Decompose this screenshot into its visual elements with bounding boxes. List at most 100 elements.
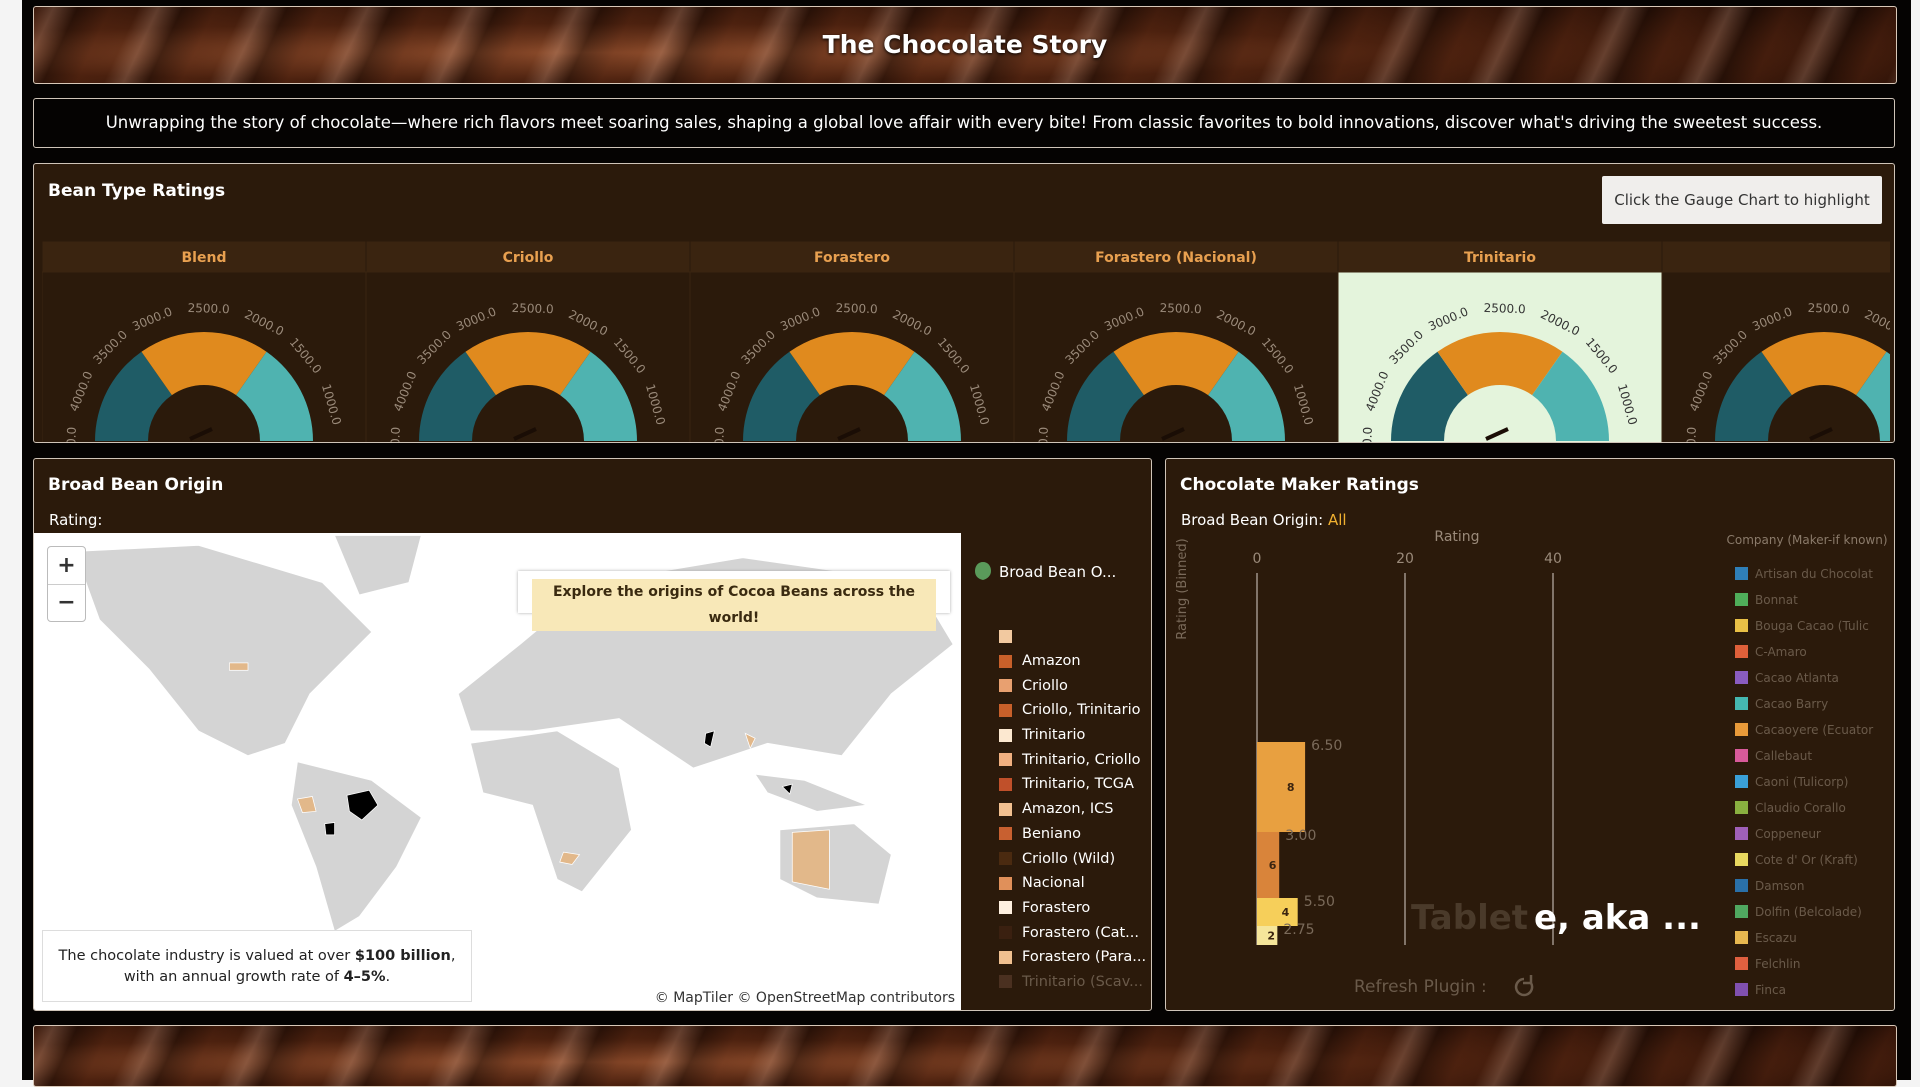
legend-label: Dolfin (Belcolade): [1755, 905, 1862, 919]
callout-text: Explore the origins of Cocoa Beans acros…: [532, 579, 936, 631]
highlight-button[interactable]: Click the Gauge Chart to highlight: [1602, 176, 1882, 224]
legend-label: Finca: [1755, 983, 1786, 997]
bar: [1257, 926, 1278, 945]
land: [754, 773, 867, 812]
region: [791, 829, 830, 890]
legend-item: Beniano: [999, 822, 1149, 847]
land: [334, 535, 422, 596]
note-text: , with an annual growth rate of: [123, 948, 456, 985]
legend-label: Cote d' Or (Kraft): [1755, 853, 1858, 867]
gauge[interactable]: 0.04000.03500.03000.02500.02000.01500.01…: [1661, 241, 1890, 443]
bean-ratings-panel: Bean Type Ratings Click the Gauge Chart …: [33, 163, 1895, 443]
legend-label: Cacaoyere (Ecuator: [1755, 723, 1873, 737]
gauge-label: Blend: [182, 250, 227, 266]
legend-label: Claudio Corallo: [1755, 801, 1846, 815]
header-title: The Chocolate Story: [822, 30, 1108, 59]
bar-count: 2: [1267, 930, 1275, 943]
gauge-needle: [1485, 427, 1509, 441]
gauge-segment: [1067, 351, 1144, 441]
overlay-text: Tablet: [1411, 898, 1528, 938]
legend-item: Forastero (Cat...: [999, 920, 1149, 945]
legend-swatch: [999, 802, 1012, 816]
legend-swatch: [999, 703, 1012, 717]
gauge-tick-label: 2500.0: [835, 301, 877, 316]
gauge-tick-label: 2500.0: [1159, 301, 1201, 316]
gauge-header-bg: [1661, 241, 1890, 273]
legend-item: [999, 624, 1149, 649]
gauge-tick-label: 2500.0: [511, 301, 553, 316]
value-label: 3.00: [1285, 828, 1316, 844]
legend-item: Forastero (Para...: [999, 945, 1149, 970]
legend-label: C-Amaro: [1755, 645, 1807, 659]
legend-label: Damson: [1755, 879, 1804, 893]
gauge-segment: [560, 351, 637, 441]
legend-label: Bonnat: [1755, 593, 1798, 607]
gauge-tick-label: 0.0: [388, 427, 403, 443]
land: [290, 761, 422, 932]
zoom-control: + −: [47, 546, 86, 622]
gauge-segment: [465, 332, 591, 396]
bar-count: 8: [1287, 781, 1295, 794]
legend-label: Trinitario, Criollo: [1022, 751, 1141, 768]
gauge-segment: [743, 351, 820, 441]
legend-item: Trinitario, Criollo: [999, 747, 1149, 772]
maker-ratings-panel: Chocolate Maker Ratings Broad Bean Origi…: [1165, 458, 1895, 1011]
gauge-tick-label: 2500.0: [187, 301, 229, 316]
legend-label: Escazu: [1755, 931, 1797, 945]
note-text: The chocolate industry is valued at over: [58, 948, 355, 964]
description: Unwrapping the story of chocolate—where …: [33, 98, 1895, 148]
legend-swatch: [999, 753, 1012, 767]
legend-title: Broad Bean O...: [999, 563, 1117, 581]
legend-item: Trinitario (Scav...: [999, 970, 1149, 995]
region: [346, 789, 379, 821]
gauge-header-bg: [42, 241, 367, 273]
attribution: © MapTiler © OpenStreetMap contributors: [654, 990, 955, 1006]
legend-label: Amazon, ICS: [1022, 801, 1114, 818]
zoom-in[interactable]: +: [48, 547, 85, 585]
gauge-segment: [1532, 351, 1609, 441]
region: [324, 822, 335, 836]
legend-swatch: [999, 975, 1012, 989]
legend-label: Cacao Barry: [1755, 697, 1828, 711]
gauge-segment: [1208, 351, 1285, 441]
legend-swatch: [1735, 853, 1748, 866]
region: [704, 730, 715, 748]
gauge-segment: [418, 351, 496, 441]
legend-swatch: [1735, 723, 1748, 736]
legend-item: Nacional: [999, 871, 1149, 896]
legend-label: Amazon: [1022, 653, 1081, 670]
legend-label: Criollo, Trinitario: [1022, 702, 1141, 719]
filter-value[interactable]: All: [1327, 511, 1347, 529]
gauge[interactable]: Forastero (Nacional)0.04000.03500.03000.…: [1013, 241, 1339, 443]
legend-label: Nacional: [1022, 875, 1085, 892]
gauge-segment: [884, 351, 961, 441]
legend-swatch: [999, 852, 1012, 866]
legend-swatch: [1735, 983, 1748, 996]
zoom-out[interactable]: −: [57, 590, 76, 615]
gauge-tick-label: 0.0: [1684, 427, 1699, 443]
legend-item: Criollo: [999, 673, 1149, 698]
gauge-segment: [1761, 332, 1887, 396]
legend-swatch: [1735, 931, 1748, 944]
map[interactable]: + − Explore the origins of Cocoa Beans a…: [34, 533, 961, 1010]
gauge-segment: [95, 351, 172, 441]
gauge-tick-label: 0.0: [712, 427, 727, 443]
legend-label: Coppeneur: [1755, 827, 1821, 841]
filter: Broad Bean Origin: All: [1181, 511, 1347, 529]
legend-swatch: [999, 679, 1012, 693]
land: [470, 730, 632, 893]
region: [781, 783, 793, 795]
legend-label: Artisan du Chocolat: [1755, 567, 1873, 581]
footer-banner: [33, 1025, 1897, 1087]
legend-swatch: [1735, 801, 1748, 814]
maker-chart: Rating Rating (Binned) 0 20 40 8 6.50 6 3.00 4 5.5…: [1175, 529, 1888, 997]
bar-count: 4: [1282, 906, 1290, 919]
bar: [1257, 742, 1306, 832]
axis-title: Rating (Binned): [1175, 538, 1190, 639]
gauge-needle: [513, 427, 537, 441]
gauge-segment: [236, 351, 313, 441]
